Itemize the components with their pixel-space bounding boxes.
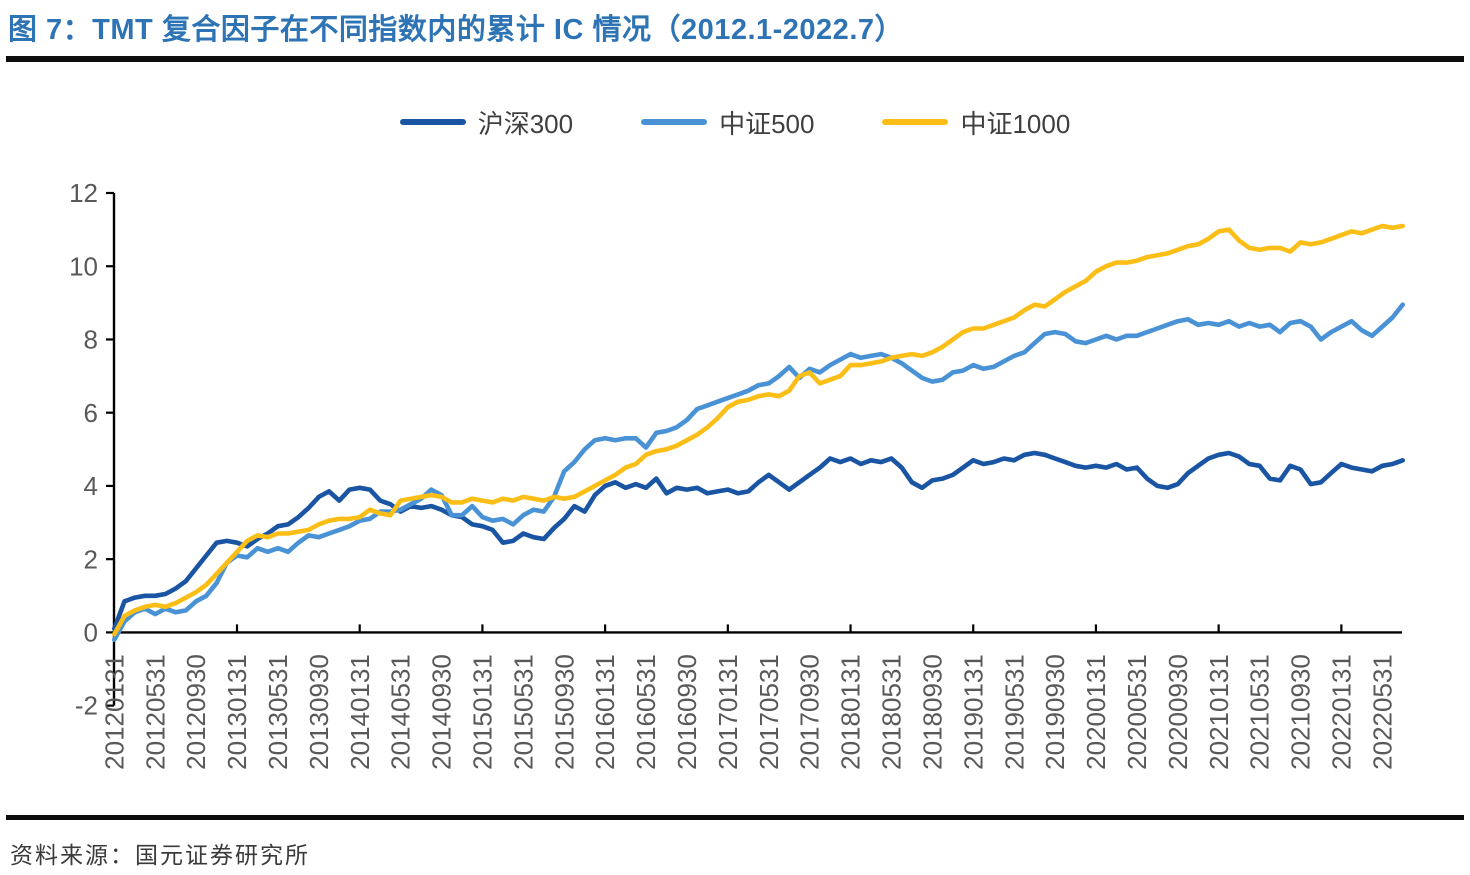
x-tick-label: 20140930	[427, 654, 457, 770]
y-tick-label: 4	[84, 471, 98, 501]
x-tick-label: 20140531	[386, 654, 416, 770]
x-tick-label: 20180531	[877, 654, 907, 770]
x-tick-label: 20120131	[99, 654, 129, 770]
x-tick-label: 20120930	[181, 654, 211, 770]
legend-swatch-zz500	[641, 119, 708, 125]
x-tick-label: 20200131	[1081, 654, 1111, 770]
series-line-中证1000	[112, 223, 1405, 637]
figure-title: 图 7：TMT 复合因子在不同指数内的累计 IC 情况（2012.1-2022.…	[8, 14, 904, 46]
footer-rule	[6, 815, 1464, 820]
x-tick-label: 20210531	[1245, 654, 1275, 770]
x-tick-label: 20220131	[1326, 654, 1356, 770]
x-tick-label: 20170930	[795, 654, 825, 770]
x-tick-label: 20140131	[345, 654, 375, 770]
legend-swatch-hs300	[399, 119, 466, 125]
x-tick-label: 20160930	[672, 654, 702, 770]
y-tick-label: 6	[84, 398, 98, 428]
y-tick-label: 12	[69, 178, 98, 208]
legend-label-zz500: 中证500	[719, 108, 815, 139]
x-tick-label: 20130930	[304, 654, 334, 770]
y-tick-label: 8	[84, 325, 98, 355]
x-tick-label: 20180131	[836, 654, 866, 770]
x-tick-label: 20220531	[1367, 654, 1397, 770]
x-tick-label: 20190930	[1040, 654, 1070, 770]
x-tick-label: 20200930	[1163, 654, 1193, 770]
legend-label-hs300: 沪深300	[477, 108, 574, 139]
legend-item-zz500: 中证500	[641, 104, 814, 141]
x-tick-label: 20160531	[631, 654, 661, 770]
series-line-沪深300	[112, 450, 1405, 632]
x-tick-label: 20130531	[263, 654, 293, 770]
x-tick-label: 20120531	[140, 654, 170, 770]
x-tick-label: 20180930	[917, 654, 947, 770]
legend-swatch-zz1000	[882, 119, 949, 125]
legend-label-zz1000: 中证1000	[960, 108, 1071, 139]
x-tick-label: 20150930	[549, 654, 579, 770]
x-tick-label: 20160131	[590, 654, 620, 770]
legend: 沪深300 中证500 中证1000	[0, 104, 1470, 140]
title-rule	[6, 56, 1464, 62]
y-tick-label: 2	[84, 544, 98, 574]
x-tick-label: 20150131	[468, 654, 498, 770]
x-tick-label: 20150531	[508, 654, 538, 770]
x-tick-label: 20190531	[999, 654, 1029, 770]
y-tick-label: 0	[84, 618, 98, 648]
x-tick-label: 20170531	[754, 654, 784, 770]
legend-item-zz1000: 中证1000	[882, 104, 1070, 141]
series-line-中证500	[112, 302, 1405, 643]
source-note: 资料来源：国元证券研究所	[10, 843, 310, 868]
legend-item-hs300: 沪深300	[399, 104, 574, 141]
x-tick-label: 20190131	[958, 654, 988, 770]
y-tick-label: -2	[75, 691, 98, 721]
x-tick-label: 20130131	[222, 654, 252, 770]
y-tick-label: 10	[69, 251, 98, 281]
x-tick-label: 20210131	[1204, 654, 1234, 770]
x-tick-label: 20210930	[1286, 654, 1316, 770]
x-tick-label: 20200531	[1122, 654, 1152, 770]
x-tick-label: 20170131	[713, 654, 743, 770]
